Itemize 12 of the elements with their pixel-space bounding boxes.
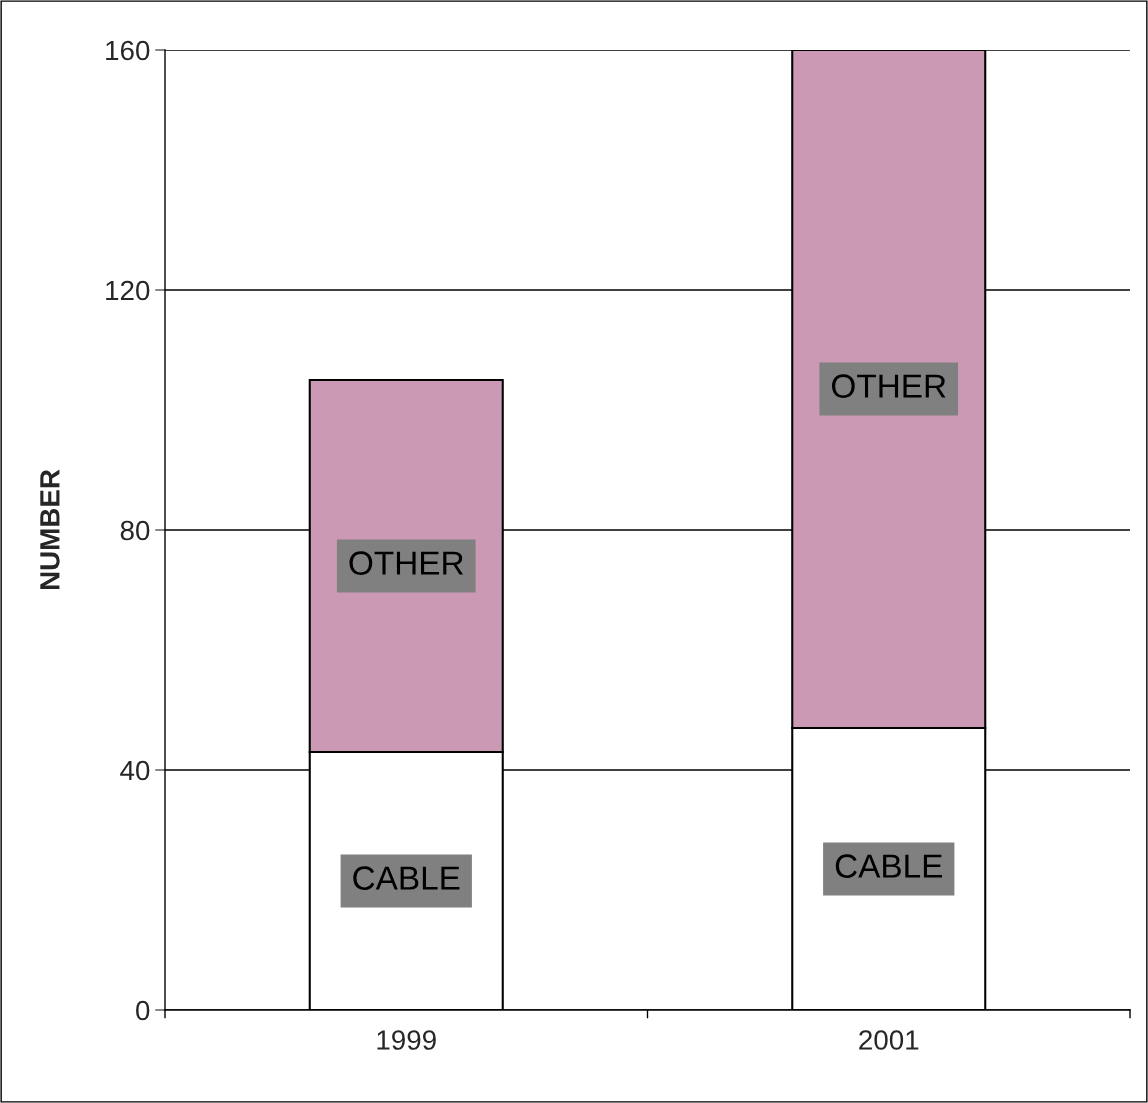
y-tick-label: 160 bbox=[106, 40, 150, 61]
y-tick-label: 40 bbox=[120, 760, 150, 781]
y-tick-label: 0 bbox=[136, 1000, 150, 1021]
x-tick-label: 1999 bbox=[377, 1030, 436, 1050]
series-label: OTHER bbox=[349, 551, 464, 575]
y-axis-title: NUMBER bbox=[40, 469, 60, 590]
y-tick-label: 80 bbox=[120, 520, 150, 541]
y-tick-label: 120 bbox=[106, 280, 150, 301]
x-tick-label: 2001 bbox=[859, 1030, 919, 1050]
series-label: CABLE bbox=[353, 866, 460, 890]
text: CABLE bbox=[835, 854, 942, 878]
text: OTHER bbox=[831, 374, 946, 398]
